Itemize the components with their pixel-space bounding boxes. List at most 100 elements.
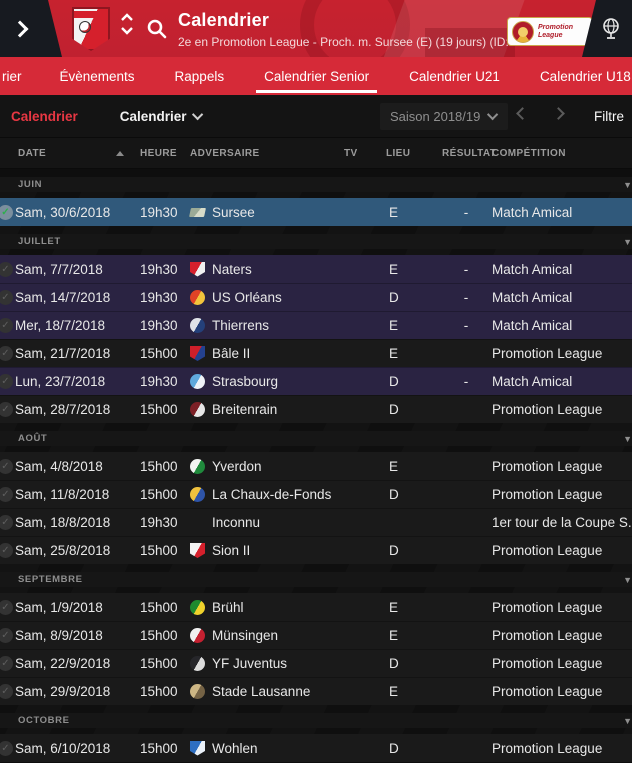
nav-tab-rappels[interactable]: Rappels [174, 68, 225, 84]
previous-season-arrow-icon[interactable] [516, 107, 529, 120]
month-section-header[interactable]: JUIN ▼▼ [0, 177, 632, 192]
match-row[interactable]: ✓ Sam, 14/7/2018 19h30 US Orléans D - Match Am… [0, 283, 632, 311]
chevron-down-icon [191, 108, 203, 121]
view-dropdown-label: Calendrier [119, 108, 187, 124]
opponent-cell[interactable]: US Orléans [190, 290, 340, 305]
month-section-header[interactable]: SEPTEMBRE ▼▼ [0, 572, 632, 587]
match-date: Sam, 18/8/2018 [15, 515, 111, 530]
match-row[interactable]: ✓ Lun, 23/7/2018 19h30 Strasbourg D - Match Am… [0, 367, 632, 395]
opponent-cell[interactable]: Naters [190, 261, 340, 277]
competition-cell: Promotion League [492, 740, 603, 756]
season-dropdown[interactable]: Saison 2018/19 [380, 102, 509, 130]
nav-tab-calendrier-senior[interactable]: Calendrier Senior [244, 57, 389, 95]
page-title-block: Calendrier 2e en Promotion League - Proc… [178, 10, 532, 49]
tv-column-header[interactable]: TV [344, 147, 358, 159]
match-row[interactable]: ✓ Sam, 7/7/2018 19h30 Naters E - Match Amical [0, 255, 632, 283]
opponent-cell[interactable]: Sion II [190, 543, 340, 558]
opponent-cell[interactable]: Thierrens [190, 318, 340, 333]
venue-cell: D [389, 543, 399, 558]
opponent-name: US Orléans [212, 290, 282, 305]
competition-cell: Promotion League [492, 487, 603, 502]
top-header-bar: Calendrier 2e en Promotion League - Proc… [0, 0, 632, 57]
sort-ascending-icon [116, 150, 124, 156]
nav-tab--v-nements[interactable]: Évènements [59, 68, 135, 84]
result-cell: - [463, 374, 469, 389]
nav-tab-calendrier-u18[interactable]: Calendrier U18 [539, 68, 631, 84]
match-row[interactable]: ✓ Sam, 29/9/2018 15h00 Stade Lausanne E Promo… [0, 677, 632, 705]
opponent-name: Inconnu [212, 515, 261, 530]
step-down-icon[interactable] [120, 27, 134, 35]
nav-tab-rier[interactable]: rier [2, 68, 22, 84]
collapse-icon[interactable]: ▼▼ [623, 433, 632, 444]
competition-column-header[interactable]: COMPÉTITION [492, 147, 566, 159]
nav-tab-calendrier-u21[interactable]: Calendrier U21 [409, 68, 500, 84]
competition-cell: Promotion League [492, 458, 603, 474]
match-time: 15h00 [140, 402, 178, 417]
date-column-header[interactable]: DATE [18, 148, 140, 159]
month-section-header[interactable]: JUILLET ▼▼ [0, 234, 632, 249]
match-row[interactable]: ✓ Sam, 8/9/2018 15h00 Münsingen E Promotion L… [0, 621, 632, 649]
match-row[interactable]: ✓ Sam, 30/6/2018 19h30 Sursee E - Match Amical [0, 198, 632, 226]
match-row[interactable]: ✓ Sam, 6/10/2018 15h00 Wohlen D Promotion Lea… [0, 734, 632, 762]
match-time: 15h00 [140, 628, 178, 643]
match-row[interactable]: ✓ Sam, 25/8/2018 15h00 Sion II D Promotion Le… [0, 536, 632, 564]
venue-cell: E [389, 628, 399, 643]
time-column-header[interactable]: HEURE [140, 147, 178, 159]
opponent-cell[interactable]: Yverdon [190, 458, 340, 474]
match-row[interactable]: ✓ Sam, 28/7/2018 15h00 Breitenrain D Promotio… [0, 395, 632, 423]
opponent-cell[interactable]: Bâle II [190, 346, 340, 361]
team-badge-icon [190, 740, 205, 756]
continue-arrow-icon[interactable] [11, 20, 29, 37]
continue-panel [0, 0, 62, 57]
opponent-cell[interactable]: Stade Lausanne [190, 684, 340, 699]
opponent-cell[interactable]: Inconnu [190, 515, 340, 530]
competition-cell: Match Amical [492, 290, 573, 305]
result-column-header[interactable]: RÉSULTAT [442, 147, 497, 159]
team-badge-icon [189, 207, 206, 217]
month-section-header[interactable]: AOÛT ▼▼ [0, 431, 632, 446]
match-row[interactable]: ✓ Sam, 4/8/2018 15h00 Yverdon E Promotion Lea… [0, 452, 632, 480]
opponent-cell[interactable]: La Chaux-de-Fonds [190, 487, 340, 502]
globe-icon[interactable] [600, 17, 622, 41]
opponent-cell[interactable]: Münsingen [190, 628, 340, 643]
collapse-icon[interactable]: ▼▼ [623, 236, 632, 247]
collapse-icon[interactable]: ▼▼ [623, 574, 632, 585]
match-row[interactable]: ✓ Sam, 11/8/2018 15h00 La Chaux-de-Fonds D Pr… [0, 480, 632, 508]
opponent-column-header[interactable]: ADVERSAIRE [190, 147, 260, 159]
opponent-cell[interactable]: Sursee [189, 205, 340, 220]
match-row[interactable]: ✓ Sam, 1/9/2018 15h00 Brühl E Promotion Leagu… [0, 593, 632, 621]
search-icon[interactable] [146, 18, 168, 40]
venue-cell: E [389, 261, 399, 277]
match-date: Sam, 25/8/2018 [15, 543, 111, 558]
opponent-cell[interactable]: Brühl [190, 599, 340, 615]
match-row[interactable]: ✓ Sam, 22/9/2018 15h00 YF Juventus D Promotio… [0, 649, 632, 677]
competition-cell: Promotion League [492, 656, 603, 671]
opponent-cell[interactable]: Breitenrain [190, 402, 340, 417]
match-time: 19h30 [140, 204, 178, 220]
match-row[interactable]: ✓ Sam, 21/7/2018 15h00 Bâle II E Promotion Le… [0, 339, 632, 367]
fixtures-table-body: JUIN▼▼✓Sam, 30/6/201819h30SurseeE-Match … [0, 177, 632, 762]
step-up-icon[interactable] [120, 13, 134, 21]
match-row[interactable]: ✓ Mer, 18/7/2018 19h30 Thierrens E - Match Ami… [0, 311, 632, 339]
view-dropdown[interactable]: Calendrier [120, 109, 203, 124]
collapse-icon[interactable]: ▼▼ [623, 179, 632, 190]
played-check-icon: ✓ [0, 515, 13, 530]
club-crest-icon[interactable] [72, 7, 110, 51]
match-time: 19h30 [140, 261, 178, 277]
played-check-icon: ✓ [0, 740, 13, 756]
season-dropdown-label: Saison 2018/19 [390, 108, 481, 124]
opponent-name: Wohlen [212, 740, 258, 756]
opponent-cell[interactable]: Wohlen [190, 740, 340, 756]
played-check-icon: ✓ [0, 599, 13, 615]
venue-column-header[interactable]: LIEU [386, 147, 411, 159]
team-badge-icon [190, 290, 205, 305]
filter-button[interactable]: Filtre [594, 108, 624, 124]
next-season-arrow-icon[interactable] [552, 107, 565, 120]
month-label: OCTOBRE [18, 715, 70, 726]
match-row[interactable]: ✓ Sam, 18/8/2018 19h30 Inconnu 1er tour de l… [0, 508, 632, 536]
opponent-cell[interactable]: YF Juventus [190, 656, 340, 671]
collapse-icon[interactable]: ▼▼ [623, 715, 632, 726]
opponent-cell[interactable]: Strasbourg [190, 374, 340, 389]
played-check-icon: ✓ [0, 656, 13, 671]
month-section-header[interactable]: OCTOBRE ▼▼ [0, 713, 632, 728]
